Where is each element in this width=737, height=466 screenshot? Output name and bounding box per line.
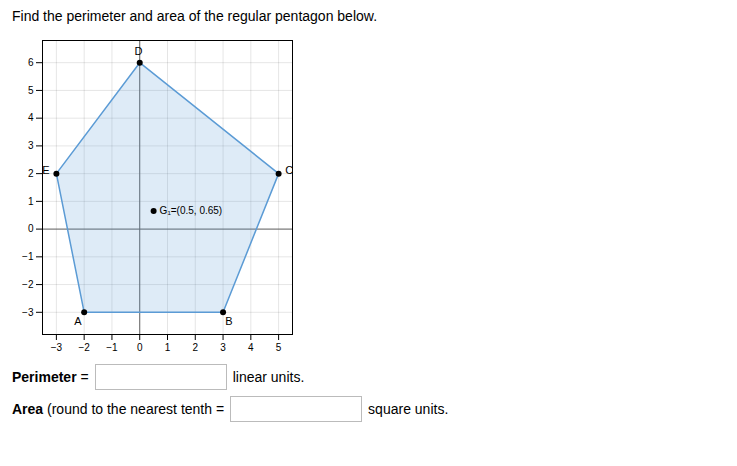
svg-text:3: 3 — [28, 140, 34, 151]
svg-text:−1: −1 — [106, 342, 118, 353]
svg-text:3: 3 — [220, 342, 226, 353]
svg-text:1: 1 — [165, 342, 171, 353]
svg-text:4: 4 — [28, 112, 34, 123]
html-text:Area (round to the nearest ten: Area (round to the nearest tenth = — [12, 401, 225, 417]
svg-text:2: 2 — [192, 342, 198, 353]
svg-text:A: A — [74, 315, 82, 327]
svg-text:−1: −1 — [22, 251, 34, 262]
html-text:square units.: square units. — [368, 401, 449, 417]
svg-text:5: 5 — [276, 342, 282, 353]
svg-text:B: B — [225, 315, 232, 327]
svg-text:1: 1 — [28, 196, 34, 207]
svg-text:E: E — [42, 164, 49, 176]
svg-text:5: 5 — [28, 85, 34, 96]
svg-text:D: D — [134, 45, 142, 57]
svg-text:−2: −2 — [22, 279, 34, 290]
html-text:linear units.: linear units. — [232, 369, 305, 385]
html-text:Perimeter =: Perimeter = — [12, 369, 89, 385]
svg-text:6: 6 — [28, 57, 34, 68]
svg-text:0: 0 — [137, 342, 143, 353]
svg-text:G₁=(0.5, 0.65): G₁=(0.5, 0.65) — [160, 205, 223, 216]
svg-text:C: C — [285, 164, 294, 177]
svg-text:−3: −3 — [51, 342, 63, 353]
svg-text:2: 2 — [28, 168, 34, 179]
svg-text:−3: −3 — [22, 307, 34, 318]
svg-text:−2: −2 — [78, 342, 90, 353]
html-text:Find the perimeter and area of: Find the perimeter and area of the regul… — [12, 8, 377, 24]
svg-text:0: 0 — [28, 223, 34, 234]
svg-text:4: 4 — [248, 342, 254, 353]
